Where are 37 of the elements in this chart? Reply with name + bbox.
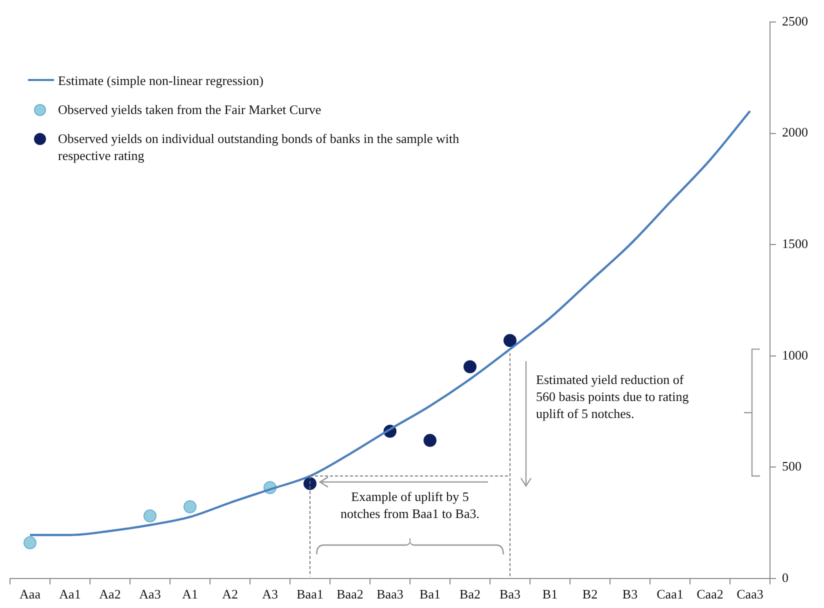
x-tick-label: Baa3 — [376, 586, 404, 602]
y-tick-label: 1500 — [782, 236, 808, 251]
x-tick-label: A1 — [182, 586, 198, 602]
x-tick-label: Ba3 — [500, 586, 520, 602]
y-tick-label: 2000 — [782, 124, 808, 140]
legend-label: Observed yields on individual outstanding bonds of banks in the sample with respective rating — [58, 130, 460, 164]
x-tick-label: A2 — [222, 586, 238, 602]
x-tick-label: Aa2 — [99, 586, 121, 602]
y-tick-label: 1000 — [782, 347, 808, 362]
x-tick-label: Ba1 — [420, 586, 440, 602]
x-tick-label: Baa2 — [336, 586, 364, 602]
y-tick-label: 2500 — [782, 13, 808, 28]
x-tick-label: Baa1 — [296, 586, 324, 602]
point — [464, 360, 476, 374]
x-tick-label: Aa1 — [59, 586, 81, 602]
x-tick-label: B2 — [582, 586, 598, 602]
x-tick-label: Caa1 — [656, 586, 684, 602]
x-tick-label: Aaa — [20, 586, 41, 602]
point — [184, 500, 196, 514]
legend-label: Observed yields taken from the Fair Market Curve — [58, 101, 322, 118]
annotation: Example of uplift by 5 notches from Baa1 to Ba3. — [340, 488, 480, 522]
x-tick-label: Ba2 — [460, 586, 480, 602]
x-tick-label: B3 — [622, 586, 638, 602]
x-tick-label: A3 — [262, 586, 278, 602]
x-tick-label: Aa3 — [139, 586, 161, 602]
annotation: Estimated yield reduction of 560 basis points due to rating uplift of 5 notches. — [536, 371, 690, 422]
point — [424, 434, 436, 447]
y-tick-label: 0 — [782, 570, 788, 585]
x-tick-label: Caa3 — [736, 586, 764, 602]
point — [304, 477, 316, 490]
point — [24, 536, 36, 550]
point — [504, 334, 516, 347]
x-tick-label: B1 — [542, 586, 558, 602]
x-tick-label: Caa2 — [696, 586, 724, 602]
legend-label: Estimate (simple non-linear regression) — [58, 72, 264, 89]
point — [144, 509, 156, 522]
y-tick-label: 500 — [782, 458, 802, 474]
